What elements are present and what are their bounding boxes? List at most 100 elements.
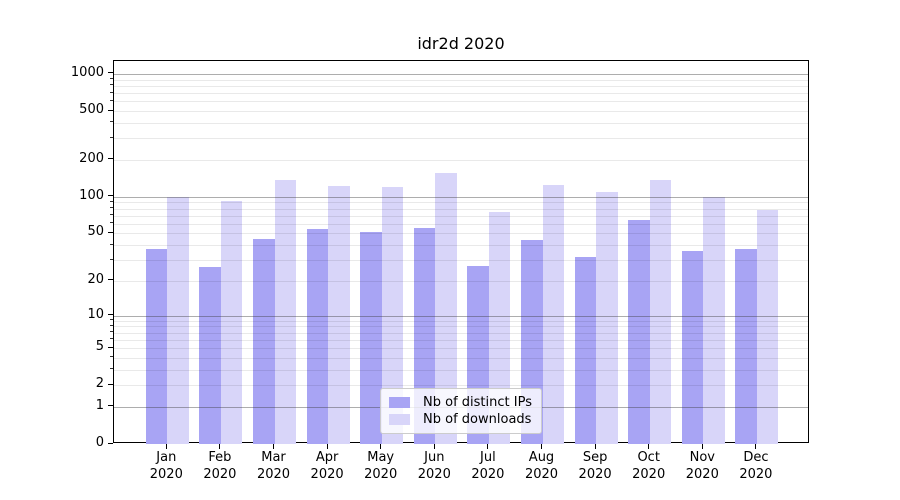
bar-downloads-apr <box>328 186 350 444</box>
x-tick <box>219 444 221 449</box>
y-minor-tick <box>110 338 113 340</box>
x-tick-label-line: 2020 <box>578 466 612 482</box>
y-tick <box>108 231 113 233</box>
x-tick-label-line: 2020 <box>256 466 291 482</box>
chart-title: idr2d 2020 <box>417 34 505 53</box>
y-minor-tick <box>110 207 113 209</box>
y-minor-tick <box>110 222 113 224</box>
legend-label-distinct-ips: Nb of distinct IPs <box>423 395 532 410</box>
x-tick <box>648 444 650 449</box>
x-tick-label-line: Oct <box>637 450 660 465</box>
bar-downloads-jun <box>435 172 457 444</box>
bar-downloads-mar <box>274 179 296 444</box>
y-tick <box>108 109 113 111</box>
x-tick-label-line: Apr <box>315 450 339 465</box>
y-minor-tick <box>110 91 113 93</box>
x-tick <box>755 444 757 449</box>
y-tick-label: 1000 <box>70 64 104 80</box>
y-tick-label: 10 <box>87 306 104 322</box>
y-tick <box>108 383 113 385</box>
x-tick <box>541 444 542 449</box>
y-tick-label: 50 <box>87 224 104 240</box>
plot-area: Nb of distinct IPs Nb of downloads <box>113 60 809 444</box>
y-tick-label: 5 <box>95 339 104 355</box>
y-minor-tick <box>110 356 113 358</box>
bar-downloads-oct <box>649 179 672 444</box>
y-minor-tick <box>110 78 113 80</box>
x-tick-label-line: 2020 <box>203 466 237 482</box>
bar-distinct-ips-jan <box>145 249 168 444</box>
x-tick-label-line: 2020 <box>310 466 344 482</box>
x-tick-label-line: Aug <box>528 450 555 465</box>
x-tick-label-line: Feb <box>208 450 232 465</box>
x-tick <box>433 444 435 449</box>
y-tick-label: 2 <box>95 376 104 392</box>
x-tick-label: Sep 2020 <box>567 450 623 483</box>
x-tick-label-line: 2020 <box>471 466 505 482</box>
x-tick <box>594 444 596 449</box>
x-tick-label: Aug 2020 <box>514 450 570 483</box>
x-tick <box>701 444 703 449</box>
bar-downloads-sep <box>596 191 618 444</box>
bar-distinct-ips-apr <box>306 229 329 444</box>
x-tick-label: Dec 2020 <box>728 450 784 483</box>
y-tick <box>108 405 113 407</box>
legend-item-downloads: Nb of downloads <box>389 411 532 428</box>
y-tick-label: 500 <box>79 102 104 118</box>
bar-downloads-jan <box>167 196 189 444</box>
bar-downloads-nov <box>703 196 725 444</box>
bar-downloads-feb <box>220 201 243 444</box>
legend-label-downloads: Nb of downloads <box>423 412 532 427</box>
bar-distinct-ips-nov <box>681 250 704 444</box>
y-minor-tick <box>110 136 113 138</box>
x-tick-label: May 2020 <box>353 450 409 483</box>
x-tick-label-line: 2020 <box>685 466 719 482</box>
x-tick-label-line: 2020 <box>149 466 183 482</box>
x-tick <box>326 444 328 449</box>
y-minor-tick <box>110 84 113 86</box>
y-minor-tick <box>110 324 113 326</box>
y-minor-tick <box>110 214 113 216</box>
bar-distinct-ips-may <box>360 232 382 444</box>
x-tick-label: Feb 2020 <box>192 450 248 483</box>
x-tick-label: Jun 2020 <box>406 450 462 483</box>
y-minor-tick <box>110 200 113 202</box>
x-tick-label-line: Jun <box>424 450 445 465</box>
y-tick-label: 0 <box>95 435 104 450</box>
x-tick-label: Jul 2020 <box>460 450 516 483</box>
x-tick-label-line: Sep <box>582 450 608 465</box>
x-tick-label: Mar 2020 <box>246 450 302 483</box>
y-minor-tick <box>110 368 113 370</box>
x-tick-label-line: Jan <box>156 450 177 465</box>
x-tick-label: Oct 2020 <box>621 450 677 483</box>
bars-layer <box>114 61 808 444</box>
y-minor-tick <box>110 258 113 260</box>
x-tick-label-line: 2020 <box>739 466 773 482</box>
x-tick-label-line: 2020 <box>632 466 666 482</box>
x-tick-label: Apr 2020 <box>299 450 355 483</box>
bar-distinct-ips-mar <box>253 238 275 444</box>
x-tick-label-line: Mar <box>261 450 286 465</box>
x-tick-label-line: 2020 <box>417 466 451 482</box>
legend-item-distinct-ips: Nb of distinct IPs <box>389 394 532 411</box>
bar-distinct-ips-oct <box>628 219 650 444</box>
x-tick <box>165 444 167 449</box>
y-tick <box>108 158 113 160</box>
x-tick <box>487 444 489 449</box>
x-tick-label-line: Dec <box>743 450 769 465</box>
x-tick-label-line: Nov <box>689 450 715 465</box>
x-tick-label: Nov 2020 <box>674 450 730 483</box>
bar-distinct-ips-feb <box>199 267 221 444</box>
y-tick <box>108 314 113 316</box>
x-tick-label-line: Jul <box>480 450 496 465</box>
legend-swatch-distinct-ips <box>389 397 411 408</box>
x-tick <box>380 444 382 449</box>
bar-downloads-aug <box>542 184 564 444</box>
y-tick <box>108 346 113 348</box>
y-minor-tick <box>110 331 113 333</box>
y-minor-tick <box>110 121 113 123</box>
y-tick <box>108 72 113 74</box>
y-tick <box>108 195 113 197</box>
x-tick-label-line: 2020 <box>364 466 398 482</box>
